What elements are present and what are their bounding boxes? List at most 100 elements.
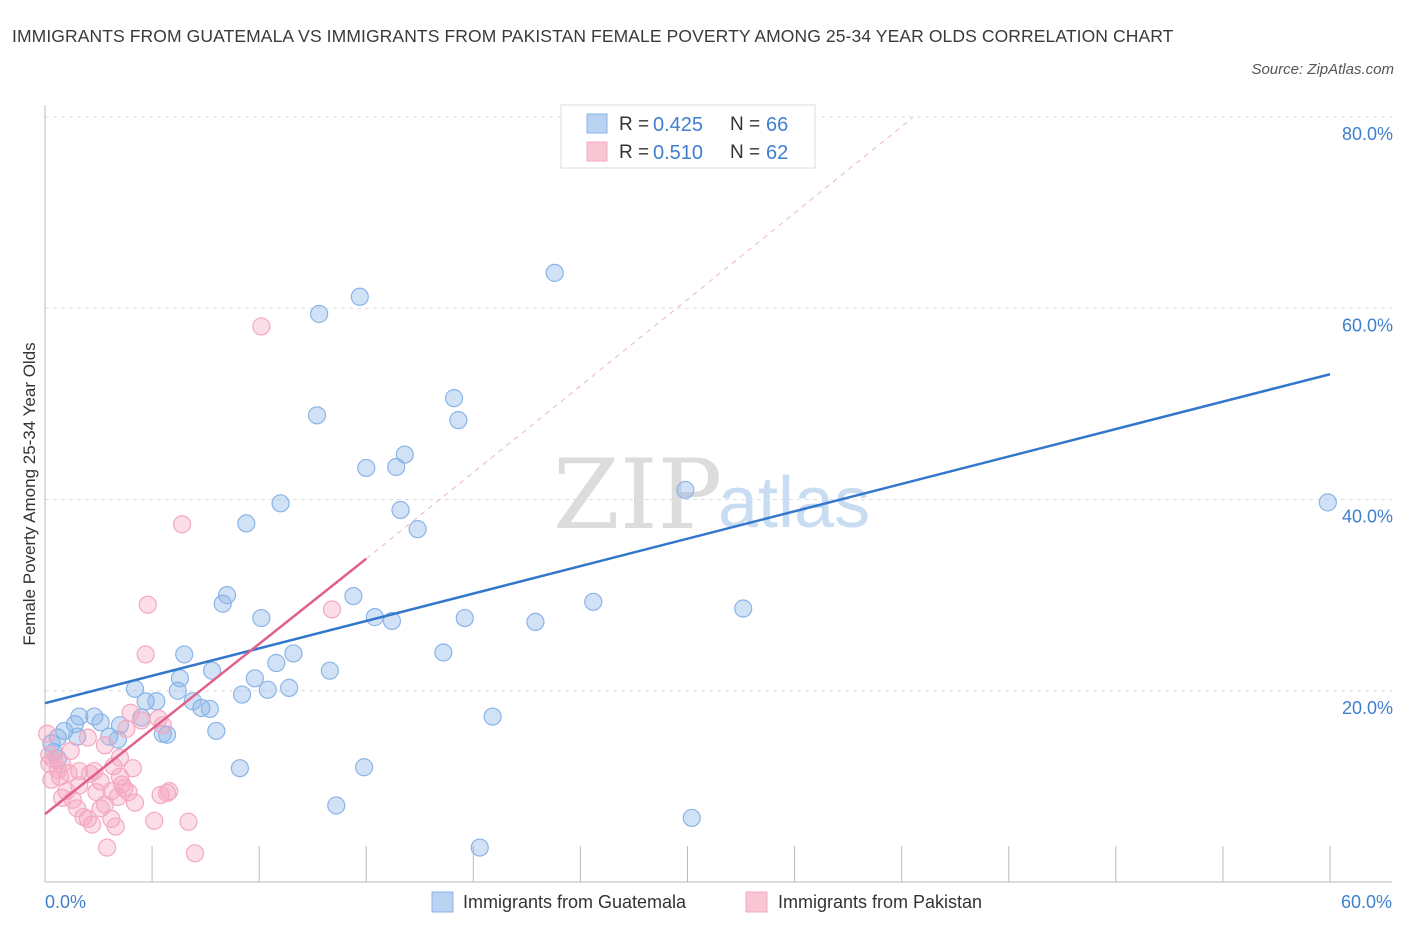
point-guatemala-37 [280, 678, 299, 697]
point-guatemala-63 [682, 808, 701, 828]
point-guatemala-57 [470, 838, 489, 857]
scatter-points [38, 263, 1337, 863]
trend-line-guatemala [44, 373, 1331, 705]
watermark: ZIP atlas [553, 439, 870, 551]
legend-n-value-pakistan: 62 [766, 142, 788, 164]
bottom-legend: Immigrants from Guatemala Immigrants fro… [431, 891, 982, 913]
point-pakistan-14 [70, 761, 89, 781]
point-guatemala-55 [449, 411, 468, 430]
point-guatemala-51 [395, 445, 414, 464]
chart-title: IMMIGRANTS FROM GUATEMALA VS IMMIGRANTS … [12, 26, 1174, 46]
point-guatemala-24 [200, 699, 220, 719]
point-guatemala-60 [545, 263, 564, 282]
point-guatemala-26 [207, 721, 226, 741]
point-guatemala-18 [157, 725, 177, 744]
bottom-legend-label-pakistan: Immigrants from Pakistan [778, 892, 982, 912]
point-guatemala-2 [48, 728, 67, 747]
point-guatemala-52 [408, 520, 427, 539]
watermark-zip: ZIP [553, 439, 722, 551]
y-axis-title: Female Poverty Among 25-34 Year Olds [20, 342, 39, 645]
point-guatemala-33 [252, 608, 271, 628]
point-guatemala-30 [232, 685, 252, 704]
gridlines [45, 116, 1392, 692]
point-pakistan-37 [117, 719, 136, 739]
point-pakistan-38 [119, 783, 138, 802]
point-guatemala-46 [357, 458, 376, 478]
trend-line-pakistan [44, 557, 368, 816]
point-pakistan-4 [44, 750, 63, 769]
point-pakistan-31 [106, 817, 125, 836]
point-guatemala-31 [237, 514, 256, 533]
legend-swatch-pakistan [586, 141, 608, 162]
point-guatemala-28 [217, 586, 237, 605]
legend-r-label-guatemala: R = [619, 114, 649, 135]
point-pakistan-51 [172, 515, 192, 534]
point-pakistan-44 [138, 595, 157, 614]
legend-n-label-pakistan: N = [730, 142, 760, 163]
point-pakistan-0 [38, 724, 57, 743]
point-guatemala-56 [455, 608, 474, 628]
point-pakistan-45 [145, 811, 164, 830]
trend-lines [44, 117, 1331, 816]
point-guatemala-35 [267, 653, 286, 673]
point-guatemala-54 [444, 389, 464, 408]
legend-n-label-guatemala: N = [730, 114, 760, 135]
point-guatemala-29 [230, 759, 249, 778]
point-guatemala-44 [350, 287, 369, 306]
point-guatemala-50 [391, 500, 410, 520]
point-guatemala-9 [91, 713, 110, 732]
point-pakistan-11 [61, 741, 80, 761]
point-pakistan-50 [160, 782, 179, 801]
x-axis-ticks [151, 846, 1331, 882]
point-pakistan-55 [322, 600, 342, 619]
legend-r-value-guatemala: 0.425 [653, 114, 703, 136]
point-pakistan-25 [95, 736, 115, 755]
point-guatemala-15 [136, 692, 155, 711]
point-guatemala-7 [70, 707, 89, 726]
point-guatemala-64 [734, 599, 753, 618]
point-guatemala-34 [258, 680, 277, 699]
watermark-atlas: atlas [718, 463, 870, 543]
point-guatemala-65 [1318, 493, 1337, 512]
x-tick-label-max: 60.0% [1341, 892, 1392, 912]
point-pakistan-34 [110, 748, 130, 767]
point-pakistan-52 [179, 812, 198, 831]
point-guatemala-27 [213, 594, 232, 613]
point-guatemala-21 [175, 645, 194, 664]
point-guatemala-16 [147, 692, 166, 711]
point-pakistan-54 [252, 317, 271, 336]
point-guatemala-53 [434, 643, 453, 662]
point-pakistan-42 [132, 711, 151, 730]
point-pakistan-27 [98, 838, 117, 857]
point-guatemala-42 [327, 796, 346, 815]
point-pakistan-47 [151, 785, 170, 805]
point-pakistan-53 [185, 844, 205, 863]
stats-legend: R = 0.425 N = 66 R = 0.510 N = 62 [560, 104, 816, 169]
point-guatemala-49 [387, 457, 406, 477]
point-guatemala-45 [355, 758, 374, 777]
point-guatemala-58 [483, 707, 502, 726]
y-tick-label-60: 60.0% [1342, 315, 1393, 335]
point-guatemala-61 [584, 592, 603, 611]
point-pakistan-21 [85, 761, 104, 781]
point-guatemala-20 [170, 669, 190, 688]
point-guatemala-39 [307, 406, 327, 425]
trend-extension-pakistan [365, 117, 913, 560]
point-guatemala-41 [320, 661, 339, 680]
bottom-legend-label-guatemala: Immigrants from Guatemala [463, 892, 687, 912]
point-guatemala-32 [245, 669, 264, 688]
point-pakistan-43 [136, 645, 155, 664]
legend-n-value-guatemala: 66 [766, 114, 788, 136]
legend-r-label-pakistan: R = [619, 142, 649, 163]
point-guatemala-59 [526, 612, 545, 632]
y-tick-label-80: 80.0% [1342, 124, 1393, 144]
y-tick-label-20: 20.0% [1342, 698, 1393, 718]
legend-swatch-guatemala [586, 113, 608, 134]
point-pakistan-41 [125, 793, 145, 812]
y-tick-label-40: 40.0% [1342, 507, 1393, 527]
point-guatemala-38 [284, 644, 303, 663]
point-guatemala-36 [271, 494, 290, 513]
point-pakistan-48 [153, 716, 172, 735]
x-tick-label-min: 0.0% [45, 892, 86, 912]
